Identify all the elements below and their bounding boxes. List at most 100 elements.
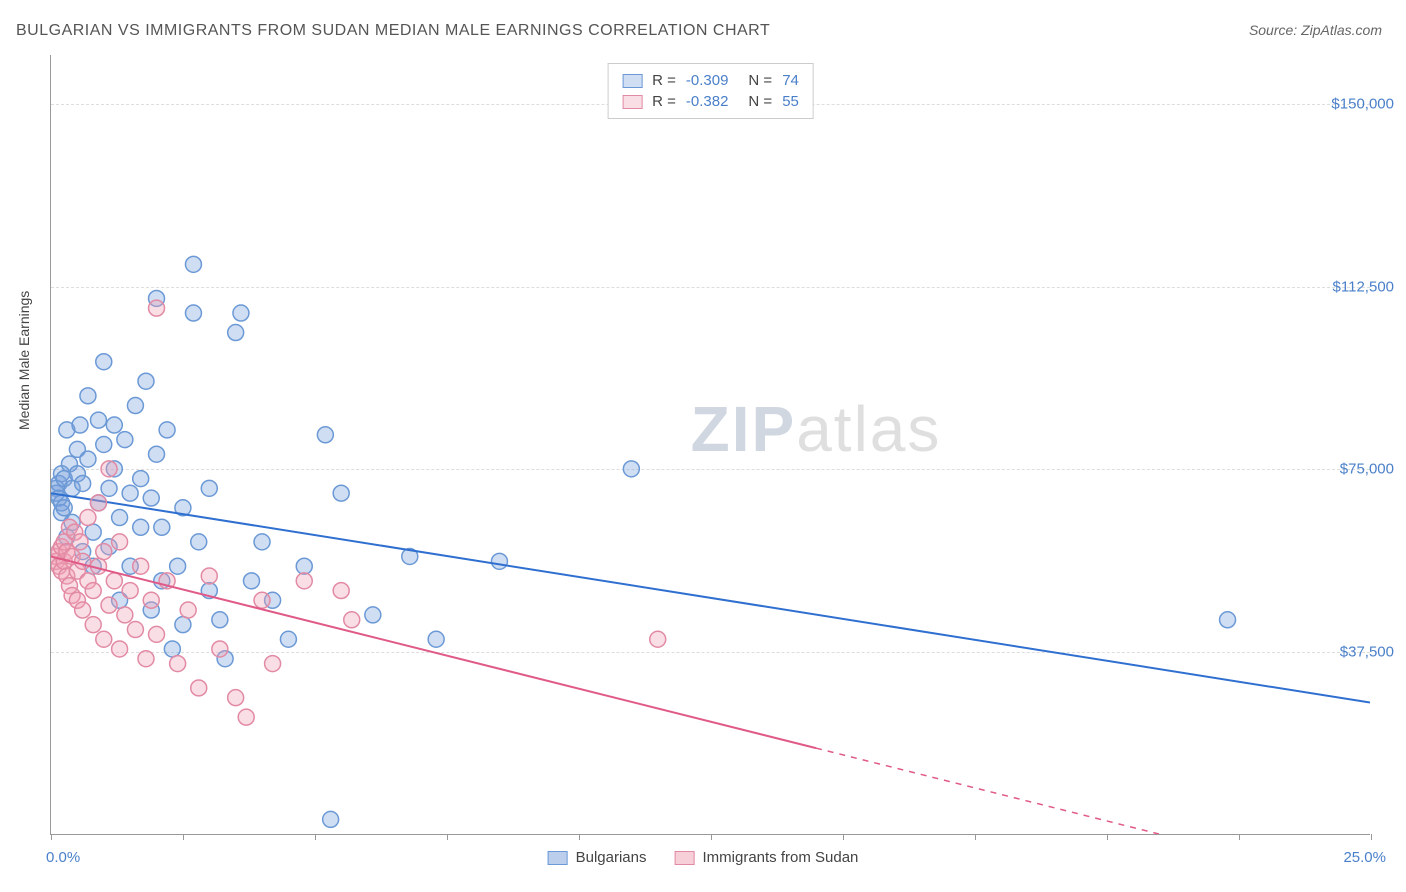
data-point [650,631,666,647]
data-point [72,417,88,433]
correlation-legend: R = -0.309 N = 74 R = -0.382 N = 55 [607,63,814,119]
x-axis-max-label: 25.0% [1343,849,1386,866]
correlation-legend-row: R = -0.382 N = 55 [622,91,799,112]
data-point [333,583,349,599]
data-point [143,490,159,506]
series-legend: Bulgarians Immigrants from Sudan [548,849,859,866]
data-point [90,412,106,428]
data-point [117,432,133,448]
x-tick [975,834,976,840]
data-point [75,475,91,491]
data-point [185,305,201,321]
trend-line-extrapolated [816,748,1159,834]
data-point [170,558,186,574]
data-point [149,446,165,462]
data-point [623,461,639,477]
legend-swatch [548,851,568,865]
data-point [201,568,217,584]
data-point [56,500,72,516]
legend-n-value: 74 [782,72,799,89]
data-point [201,480,217,496]
data-point [149,626,165,642]
data-point [80,388,96,404]
legend-swatch [622,74,642,88]
data-point [133,519,149,535]
plot-area: ZIPatlas R = -0.309N = 74R = -0.382N = 5… [50,55,1370,835]
source-name: ZipAtlas.com [1301,22,1382,38]
data-point [296,573,312,589]
data-point [138,373,154,389]
data-point [133,471,149,487]
legend-r-label: R = [652,93,676,110]
data-point [75,553,91,569]
data-point [191,534,207,550]
data-point [254,592,270,608]
x-tick [1239,834,1240,840]
data-point [228,690,244,706]
data-point [117,607,133,623]
data-point [317,427,333,443]
data-point [159,422,175,438]
legend-n-label: N = [748,93,772,110]
data-point [170,656,186,672]
x-tick [579,834,580,840]
data-point [127,398,143,414]
data-point [243,573,259,589]
data-point [96,631,112,647]
legend-r-value: -0.309 [686,72,729,89]
data-point [228,325,244,341]
data-point [112,534,128,550]
data-point [175,617,191,633]
data-point [138,651,154,667]
data-point [96,354,112,370]
legend-n-value: 55 [782,93,799,110]
data-point [127,622,143,638]
legend-swatch [675,851,695,865]
data-point [491,553,507,569]
data-point [365,607,381,623]
scatter-svg [51,55,1370,834]
data-point [344,612,360,628]
data-point [191,680,207,696]
data-point [296,558,312,574]
data-point [85,583,101,599]
correlation-legend-row: R = -0.309N = 74 [622,70,799,91]
data-point [85,617,101,633]
data-point [238,709,254,725]
data-point [101,597,117,613]
x-tick [843,834,844,840]
data-point [112,641,128,657]
legend-r-value: -0.382 [686,93,729,110]
data-point [233,305,249,321]
series-legend-item: Immigrants from Sudan [675,849,859,866]
data-point [75,602,91,618]
x-tick [711,834,712,840]
data-point [333,485,349,501]
data-point [280,631,296,647]
data-point [1220,612,1236,628]
series-legend-label: Immigrants from Sudan [703,849,859,866]
x-tick [447,834,448,840]
series-legend-item: Bulgarians [548,849,647,866]
data-point [122,583,138,599]
x-tick [183,834,184,840]
data-point [154,519,170,535]
y-axis-label: Median Male Earnings [16,291,32,430]
data-point [212,641,228,657]
data-point [149,300,165,316]
x-tick [51,834,52,840]
data-point [265,656,281,672]
data-point [80,510,96,526]
data-point [106,573,122,589]
source-prefix: Source: [1249,22,1301,38]
legend-swatch [622,95,642,109]
data-point [185,256,201,272]
x-tick [1371,834,1372,840]
data-point [428,631,444,647]
trend-line [51,493,1370,702]
data-point [96,544,112,560]
x-tick [315,834,316,840]
legend-n-label: N = [748,72,772,89]
data-point [143,592,159,608]
data-point [180,602,196,618]
